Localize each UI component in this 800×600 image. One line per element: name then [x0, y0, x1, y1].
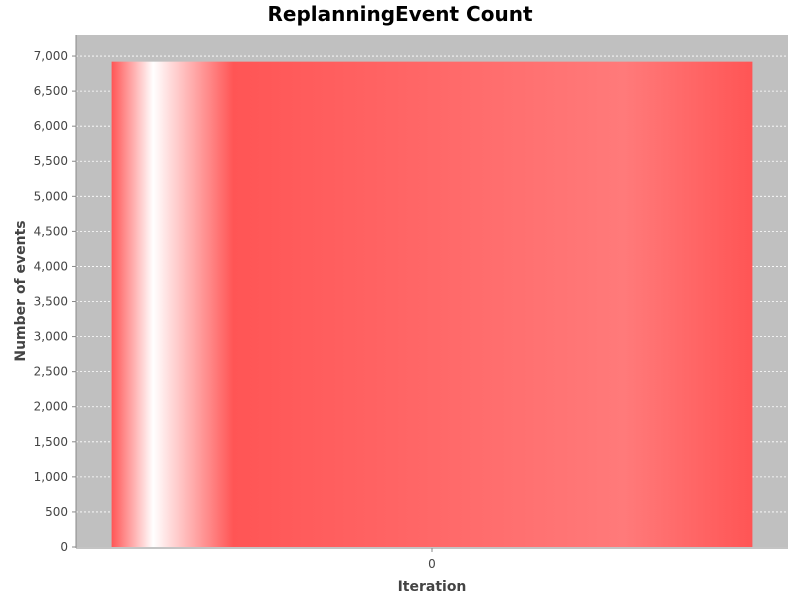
y-tick-label: 500 [45, 505, 68, 519]
y-tick-label: 1,500 [34, 435, 68, 449]
y-tick-label: 0 [60, 540, 68, 554]
x-axis-label: Iteration [398, 579, 467, 595]
y-tick-label: 2,000 [34, 400, 68, 414]
y-tick-label: 6,500 [34, 84, 68, 98]
x-tick-label: 0 [428, 557, 436, 571]
y-tick-label: 3,500 [34, 295, 68, 309]
y-axis-label: Number of events [13, 220, 29, 361]
x-axis-ticks: 0 [428, 548, 436, 571]
bar [111, 61, 753, 548]
y-tick-label: 4,500 [34, 224, 68, 238]
y-tick-label: 4,000 [34, 259, 68, 273]
bars [111, 61, 753, 548]
y-axis-ticks: 0 500 1,000 1,500 2,000 2,500 3,000 3,500 4,000 4… [34, 49, 76, 554]
y-tick-label: 7,000 [34, 49, 68, 63]
y-tick-label: 5,500 [34, 154, 68, 168]
y-tick-label: 6,000 [34, 119, 68, 133]
y-tick-label: 2,500 [34, 365, 68, 379]
chart-title: ReplanningEvent Count [267, 2, 533, 26]
y-tick-label: 1,000 [34, 470, 68, 484]
y-tick-label: 3,000 [34, 330, 68, 344]
y-tick-label: 5,000 [34, 189, 68, 203]
